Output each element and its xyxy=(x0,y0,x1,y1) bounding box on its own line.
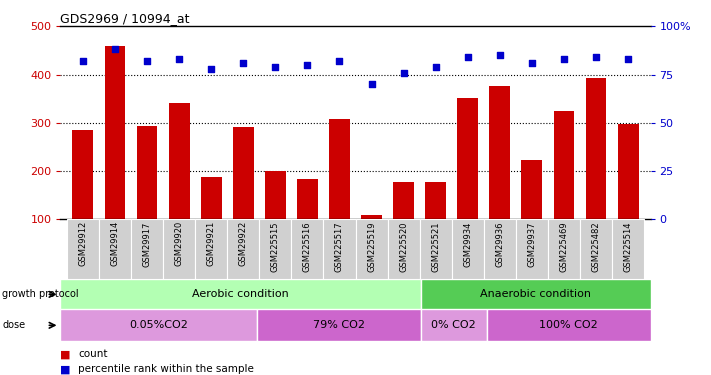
Point xyxy=(205,66,217,72)
Text: GSM29921: GSM29921 xyxy=(207,221,215,266)
Bar xyxy=(580,219,612,279)
Point xyxy=(622,56,634,62)
Text: 0.05%CO2: 0.05%CO2 xyxy=(129,320,188,330)
Bar xyxy=(260,219,292,279)
Point xyxy=(366,81,378,87)
Bar xyxy=(60,279,421,309)
Bar xyxy=(60,309,257,341)
Bar xyxy=(421,279,651,309)
Bar xyxy=(195,219,228,279)
Bar xyxy=(554,111,574,268)
Point xyxy=(526,60,538,66)
Point xyxy=(301,62,313,68)
Point xyxy=(237,60,249,66)
Text: ■: ■ xyxy=(60,350,71,359)
Bar xyxy=(586,78,606,268)
Bar xyxy=(228,219,260,279)
Bar xyxy=(131,219,163,279)
Text: GSM225521: GSM225521 xyxy=(431,221,440,272)
Bar xyxy=(618,124,638,268)
Point xyxy=(590,54,602,60)
Bar xyxy=(232,127,254,268)
Text: dose: dose xyxy=(2,320,26,330)
Bar xyxy=(361,214,382,268)
Text: GSM225516: GSM225516 xyxy=(303,221,312,272)
Text: Aerobic condition: Aerobic condition xyxy=(193,290,289,299)
Point xyxy=(494,52,506,58)
Bar xyxy=(105,45,125,268)
Text: GSM29912: GSM29912 xyxy=(78,221,87,266)
Text: GSM225515: GSM225515 xyxy=(271,221,280,272)
Text: GSM29934: GSM29934 xyxy=(464,221,472,267)
Bar xyxy=(425,182,446,268)
Bar xyxy=(516,219,548,279)
Point xyxy=(173,56,185,62)
Bar xyxy=(324,219,356,279)
Bar xyxy=(73,130,93,268)
Bar xyxy=(483,219,516,279)
Text: GSM225517: GSM225517 xyxy=(335,221,344,272)
Point xyxy=(462,54,474,60)
Bar xyxy=(163,219,195,279)
Point xyxy=(333,58,345,64)
Bar xyxy=(169,104,190,268)
Bar xyxy=(387,219,419,279)
Text: GSM29914: GSM29914 xyxy=(110,221,119,266)
Text: growth protocol: growth protocol xyxy=(2,290,79,299)
Bar xyxy=(393,182,414,268)
Bar xyxy=(486,309,651,341)
Bar xyxy=(451,219,483,279)
Text: GSM225520: GSM225520 xyxy=(399,221,408,272)
Bar xyxy=(265,171,286,268)
Text: GSM225519: GSM225519 xyxy=(367,221,376,272)
Bar xyxy=(257,309,421,341)
Bar xyxy=(521,159,542,268)
Point xyxy=(398,70,410,76)
Text: percentile rank within the sample: percentile rank within the sample xyxy=(78,364,254,374)
Text: GSM225482: GSM225482 xyxy=(592,221,601,272)
Bar xyxy=(548,219,580,279)
Point xyxy=(430,64,442,70)
Point xyxy=(141,58,153,64)
Bar xyxy=(356,219,387,279)
Text: GSM29937: GSM29937 xyxy=(528,221,536,267)
Text: 100% CO2: 100% CO2 xyxy=(539,320,598,330)
Bar xyxy=(489,86,510,268)
Text: count: count xyxy=(78,350,107,359)
Text: GSM225514: GSM225514 xyxy=(624,221,633,272)
Text: ■: ■ xyxy=(60,364,71,374)
Text: GSM29936: GSM29936 xyxy=(496,221,504,267)
Bar xyxy=(67,219,99,279)
Bar xyxy=(457,98,479,268)
Text: 0% CO2: 0% CO2 xyxy=(432,320,476,330)
Bar xyxy=(612,219,644,279)
Text: 79% CO2: 79% CO2 xyxy=(313,320,365,330)
Bar xyxy=(99,219,131,279)
Point xyxy=(109,46,121,53)
Bar xyxy=(419,219,451,279)
Bar xyxy=(329,119,350,268)
Point xyxy=(558,56,570,62)
Text: GSM225469: GSM225469 xyxy=(560,221,569,272)
Text: GSM29917: GSM29917 xyxy=(142,221,151,267)
Text: Anaerobic condition: Anaerobic condition xyxy=(481,290,592,299)
Text: GSM29922: GSM29922 xyxy=(239,221,247,266)
Bar xyxy=(137,126,157,268)
Bar xyxy=(297,179,318,268)
Point xyxy=(77,58,89,64)
Bar xyxy=(421,309,486,341)
Text: GSM29920: GSM29920 xyxy=(175,221,183,266)
Bar xyxy=(201,177,222,268)
Point xyxy=(269,64,281,70)
Text: GDS2969 / 10994_at: GDS2969 / 10994_at xyxy=(60,12,190,25)
Bar xyxy=(292,219,324,279)
